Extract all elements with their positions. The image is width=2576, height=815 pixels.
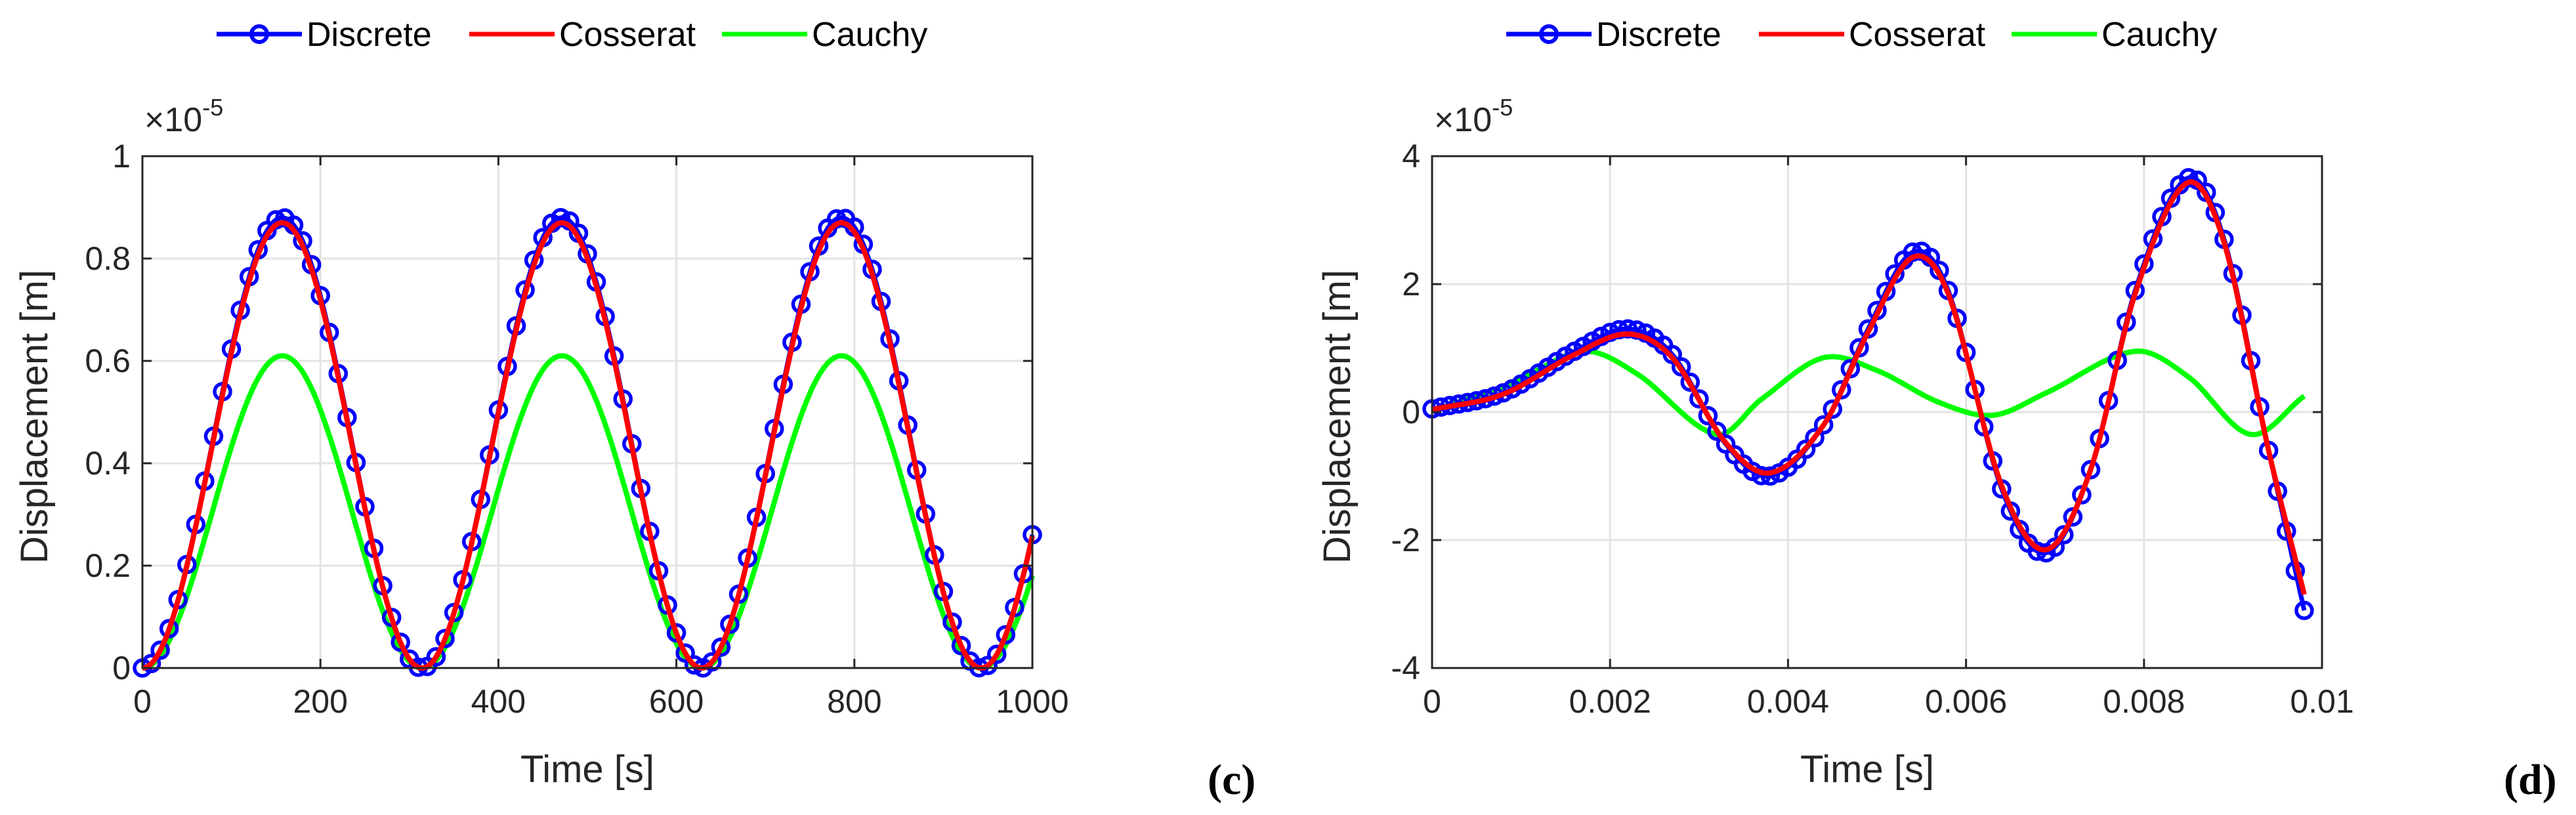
y-tick-label-c: 0.8 bbox=[85, 240, 131, 277]
y-tick-label-c: 1 bbox=[112, 138, 131, 175]
x-tick-label-d: 0.01 bbox=[2290, 683, 2354, 720]
x-tick-label-d: 0.008 bbox=[2103, 683, 2185, 720]
grid-d bbox=[1431, 155, 2323, 669]
series-c-discrete-marker bbox=[996, 625, 1016, 645]
x-axis-label-c: Time [s] bbox=[520, 748, 654, 791]
y-exponent-d: ×10-5 bbox=[1434, 94, 1513, 139]
series-c-discrete-marker bbox=[551, 207, 571, 228]
series-d-discrete-marker bbox=[2294, 600, 2314, 620]
series-c-cauchy-line bbox=[142, 353, 1035, 671]
legend-c-cauchy-label: Cauchy bbox=[812, 16, 927, 54]
axes-c: 0 200 400 600 800 1000 0 0.2 0.4 0.6 0.8 1 bbox=[85, 138, 1068, 720]
series-c-cosserat-line bbox=[142, 220, 1035, 671]
series-d bbox=[1422, 168, 2314, 620]
axes-d: 0 0.002 0.004 0.006 0.008 0.01 -4 -2 0 2 4 bbox=[1391, 138, 2354, 720]
series-c bbox=[133, 207, 1042, 678]
y-exponent-d-power: -5 bbox=[1492, 94, 1513, 121]
x-tick-label-c: 1000 bbox=[996, 683, 1068, 720]
legend-c-discrete-marker bbox=[249, 24, 269, 44]
series-d-discrete-marker bbox=[1813, 415, 1834, 435]
series-d-discrete-marker bbox=[1662, 345, 1682, 364]
series-d-discrete-marker bbox=[1618, 319, 1638, 339]
y-tick-label-d: 0 bbox=[1402, 394, 1420, 430]
series-d-discrete-marker bbox=[1707, 421, 1727, 441]
y-axis-label-d: Displacement [m] bbox=[1316, 270, 1359, 564]
plot-frame-d bbox=[1431, 155, 2323, 669]
x-tick-label-d: 0.006 bbox=[1925, 683, 2007, 720]
y-tick-label-d: -4 bbox=[1391, 650, 1420, 686]
series-c-discrete-marker bbox=[675, 643, 695, 663]
x-tick-label-c: 400 bbox=[471, 683, 526, 720]
y-tick-label-c: 0.6 bbox=[85, 343, 131, 379]
panel-c: 0 200 400 600 800 1000 0 0.2 0.4 0.6 0.8 1 ×10-5 Ti… bbox=[13, 94, 1256, 804]
y-tick-label-d: -2 bbox=[1391, 522, 1420, 558]
series-d-discrete-marker bbox=[2178, 168, 2199, 188]
panel-d: 0 0.002 0.004 0.006 0.008 0.01 -4 -2 0 2 4 ×10-5 T… bbox=[1316, 94, 2557, 804]
legend-d-cauchy-label: Cauchy bbox=[2101, 16, 2217, 54]
x-tick-label-c: 0 bbox=[133, 683, 152, 720]
series-d-discrete-marker bbox=[1671, 357, 1691, 377]
legend-c-cosserat-label: Cosserat bbox=[559, 16, 696, 54]
x-tick-label-d: 0.004 bbox=[1747, 683, 1829, 720]
y-exponent-c-power: -5 bbox=[202, 94, 223, 121]
series-c-discrete-marker bbox=[150, 640, 170, 660]
plot-frame-c bbox=[141, 155, 1034, 669]
series-d-discrete-marker bbox=[1805, 428, 1825, 448]
legend-d-discrete-label: Discrete bbox=[1596, 16, 1721, 54]
plot-area-c bbox=[142, 156, 1032, 668]
y-tick-label-c: 0 bbox=[112, 650, 131, 686]
series-d-discrete-marker bbox=[1680, 372, 1700, 392]
series-c-discrete-marker bbox=[711, 637, 731, 657]
x-tick-label-c: 600 bbox=[649, 683, 704, 720]
y-exponent-c: ×10-5 bbox=[144, 94, 223, 139]
legend-c: Discrete Cosserat Cauchy bbox=[217, 16, 927, 54]
series-d-cosserat-line bbox=[1431, 179, 2307, 595]
series-d-discrete-marker bbox=[1609, 320, 1629, 340]
panel-label-d: (d) bbox=[2504, 756, 2557, 804]
legend-d-cosserat-label: Cosserat bbox=[1849, 16, 1986, 54]
series-c-discrete-marker bbox=[435, 629, 455, 648]
y-tick-label-c: 0.4 bbox=[85, 445, 131, 482]
series-d-discrete-marker bbox=[1627, 320, 1647, 340]
series-c-discrete-marker bbox=[951, 636, 971, 656]
series-c-discrete-marker bbox=[702, 652, 722, 672]
series-d-discrete-marker bbox=[2054, 525, 2074, 545]
series-d-discrete-marker bbox=[1832, 380, 1851, 400]
series-c-discrete-marker bbox=[987, 644, 1007, 664]
legend-d-discrete-marker bbox=[1539, 24, 1559, 44]
series-c-discrete-marker bbox=[141, 654, 161, 673]
series-d-discrete-marker bbox=[1760, 466, 1781, 486]
series-c-discrete-marker bbox=[391, 632, 410, 652]
legend-c-discrete-label: Discrete bbox=[306, 16, 432, 54]
y-tick-label-d: 2 bbox=[1402, 266, 1420, 303]
y-axis-label-c: Displacement [m] bbox=[13, 270, 56, 564]
x-tick-label-d: 0 bbox=[1423, 683, 1441, 720]
x-axis-label-d: Time [s] bbox=[1800, 748, 1934, 791]
x-tick-label-c: 800 bbox=[827, 683, 881, 720]
x-tick-label-c: 200 bbox=[293, 683, 347, 720]
series-c-discrete-marker bbox=[684, 655, 704, 675]
series-d-discrete-marker bbox=[1698, 406, 1718, 426]
series-d-discrete-marker bbox=[1823, 399, 1842, 419]
series-c-discrete-marker bbox=[666, 623, 686, 643]
panel-label-c: (c) bbox=[1208, 756, 1256, 804]
series-d-discrete-marker bbox=[1689, 389, 1709, 409]
y-tick-label-d: 4 bbox=[1402, 138, 1420, 175]
x-tick-label-d: 0.002 bbox=[1569, 683, 1651, 720]
y-tick-label-c: 0.2 bbox=[85, 547, 131, 584]
series-c-discrete-marker bbox=[426, 647, 446, 667]
legend-d: Discrete Cosserat Cauchy bbox=[1506, 16, 2217, 54]
